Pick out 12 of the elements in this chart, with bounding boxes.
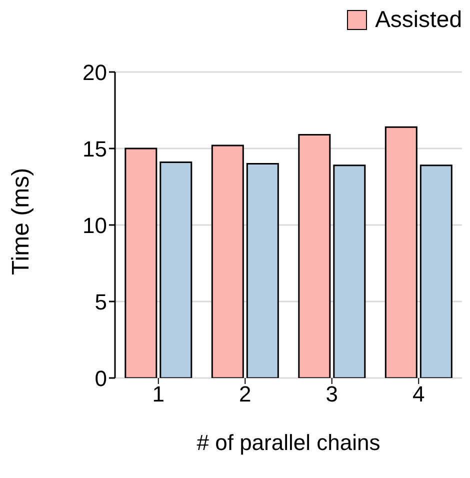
y-tick-label: 5 [94, 289, 107, 314]
x-tick-label: 4 [412, 382, 425, 407]
x-tick-label: 1 [152, 382, 164, 407]
x-tick-label: 3 [326, 382, 338, 407]
x-axis-title: # of parallel chains [196, 430, 380, 455]
y-tick-label: 10 [82, 212, 107, 238]
x-tick-label: 2 [239, 382, 252, 407]
legend-label: Assisted [375, 6, 462, 33]
y-tick-label: 15 [82, 136, 107, 162]
y-tick-label: 20 [82, 60, 107, 85]
y-axis-title: Time (ms) [8, 168, 35, 275]
y-tick-label: 0 [94, 366, 107, 391]
